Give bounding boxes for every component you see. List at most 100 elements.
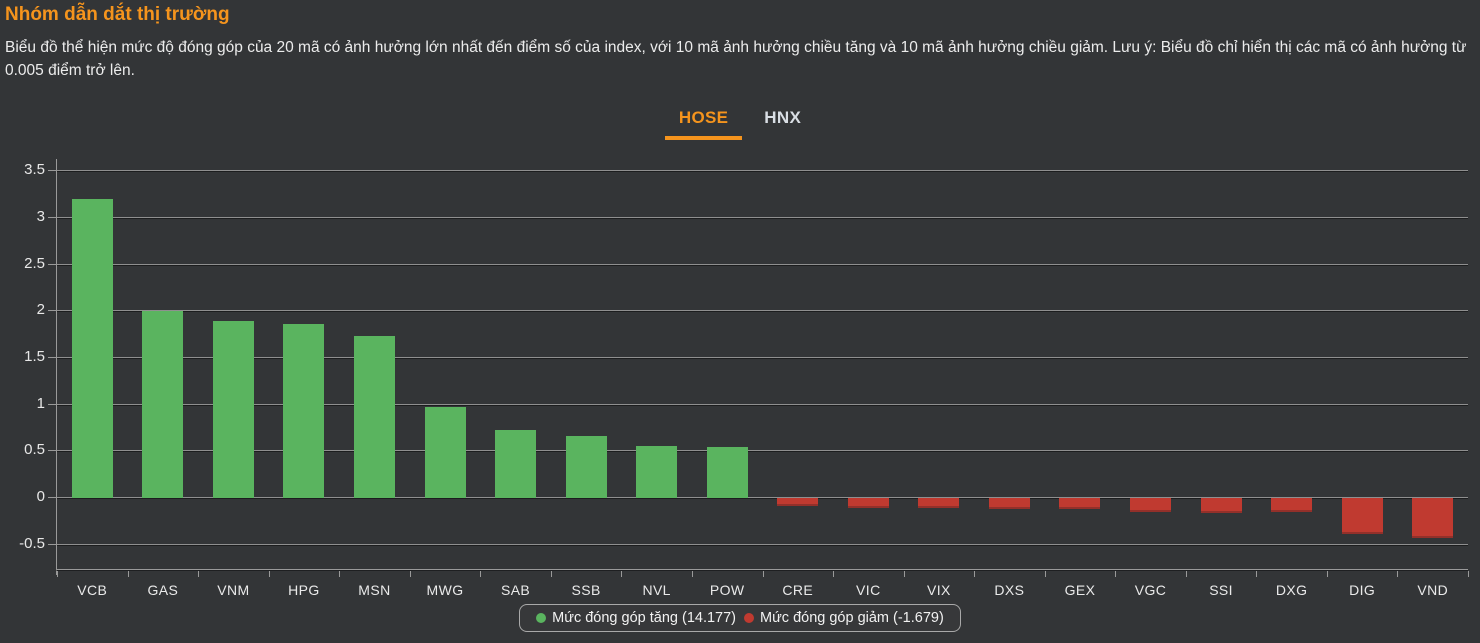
x-axis-tick bbox=[409, 571, 411, 577]
x-label-NVL: NVL bbox=[642, 582, 671, 598]
gridline-2.5 bbox=[57, 263, 1468, 265]
x-label-VNM: VNM bbox=[217, 582, 250, 598]
chart-description: Biểu đồ thể hiện mức độ đóng góp của 20 … bbox=[5, 39, 1467, 80]
red-dot-icon bbox=[744, 613, 754, 623]
y-axis-line bbox=[56, 159, 57, 575]
bar-GEX[interactable] bbox=[1059, 498, 1101, 509]
bar-HPG[interactable] bbox=[283, 324, 325, 498]
legend-box: Mức đóng góp tăng (14.177) Mức đóng góp g… bbox=[519, 604, 961, 632]
tab-hnx[interactable]: HNX bbox=[764, 108, 802, 127]
legend-item-increase: Mức đóng góp tăng (14.177) bbox=[536, 610, 736, 626]
gridline-0.5 bbox=[57, 450, 1468, 452]
bar-SAB[interactable] bbox=[495, 430, 537, 498]
x-label-MSN: MSN bbox=[358, 582, 391, 598]
bar-DXS[interactable] bbox=[988, 498, 1030, 509]
y-axis-label: 2.5 bbox=[24, 254, 45, 272]
x-axis-tick bbox=[479, 571, 481, 577]
x-label-MWG: MWG bbox=[426, 582, 464, 598]
x-label-SAB: SAB bbox=[500, 582, 531, 598]
bar-GAS[interactable] bbox=[142, 311, 184, 498]
x-axis-tick bbox=[56, 571, 58, 577]
x-label-DIG: DIG bbox=[1349, 582, 1376, 598]
x-label-GAS: GAS bbox=[147, 582, 179, 598]
legend-label: Mức đóng góp giảm (-1.679) bbox=[760, 610, 944, 626]
gridline-2 bbox=[57, 310, 1468, 312]
x-label-DXG: DXG bbox=[1275, 582, 1308, 598]
x-axis-tick bbox=[973, 571, 975, 577]
y-axis-tick bbox=[48, 263, 56, 265]
x-axis-tick bbox=[268, 571, 270, 577]
exchange-tabs: HOSE HNX bbox=[0, 103, 1480, 140]
y-axis-tick bbox=[48, 170, 56, 172]
bar-CRE[interactable] bbox=[777, 498, 819, 506]
x-axis-tick bbox=[1467, 571, 1469, 577]
y-axis-tick bbox=[48, 216, 56, 218]
bar-POW[interactable] bbox=[706, 447, 748, 498]
x-axis-tick bbox=[620, 571, 622, 577]
x-label-CRE: CRE bbox=[782, 582, 814, 598]
x-axis-tick bbox=[1255, 571, 1257, 577]
y-axis-tick bbox=[48, 403, 56, 405]
contribution-bar-chart: 3.5 3 2.5 2 1.5 1 0.5 0 -0.5 VCB GAS VNM HPG MSN MWG SA… bbox=[19, 159, 1469, 598]
tab-hose[interactable]: HOSE bbox=[664, 103, 743, 140]
bar-SSI[interactable] bbox=[1200, 498, 1242, 513]
y-axis-label: 0 bbox=[36, 488, 45, 505]
gridline-1 bbox=[57, 403, 1468, 405]
bar-MSN[interactable] bbox=[353, 336, 395, 498]
chart-legend: Mức đóng góp tăng (14.177) Mức đóng góp g… bbox=[0, 604, 1480, 632]
x-label-SSB: SSB bbox=[571, 582, 601, 598]
green-dot-icon bbox=[536, 613, 547, 623]
x-label-POW: POW bbox=[709, 582, 745, 598]
x-label-SSI: SSI bbox=[1209, 582, 1233, 598]
x-axis-tick bbox=[1114, 571, 1116, 577]
bar-MWG[interactable] bbox=[424, 407, 466, 498]
x-axis-tick bbox=[338, 571, 340, 577]
y-axis-label: -0.5 bbox=[19, 534, 45, 552]
gridline-3 bbox=[57, 216, 1468, 218]
x-axis-tick bbox=[903, 571, 905, 577]
x-axis-tick bbox=[127, 571, 129, 577]
legend-item-decrease: Mức đóng góp giảm (-1.679) bbox=[744, 610, 944, 626]
x-label-VCB: VCB bbox=[77, 582, 108, 598]
bar-VCB[interactable] bbox=[71, 199, 113, 498]
bar-VGC[interactable] bbox=[1130, 498, 1172, 512]
x-axis-tick bbox=[1185, 571, 1187, 577]
y-axis-label: 3 bbox=[36, 207, 45, 225]
bar-VIX[interactable] bbox=[918, 498, 960, 508]
y-axis-label: 1.5 bbox=[24, 347, 45, 365]
x-label-DXS: DXS bbox=[994, 582, 1025, 598]
bar-DIG[interactable] bbox=[1341, 498, 1383, 534]
y-axis-label: 1 bbox=[36, 394, 45, 412]
y-axis-tick bbox=[48, 450, 56, 452]
x-axis-tick bbox=[832, 571, 834, 577]
x-axis-tick bbox=[1044, 571, 1046, 577]
x-label-VGC: VGC bbox=[1134, 582, 1167, 598]
x-axis-tick bbox=[197, 571, 199, 577]
x-axis-tick bbox=[1396, 571, 1398, 577]
x-label-VIX: VIX bbox=[926, 582, 951, 598]
x-axis-tick bbox=[691, 571, 693, 577]
bar-NVL[interactable] bbox=[636, 446, 678, 498]
y-axis-tick bbox=[48, 497, 56, 498]
x-axis-tick bbox=[1326, 571, 1328, 577]
y-axis-label: 3.5 bbox=[24, 161, 45, 179]
x-axis-tick bbox=[550, 571, 552, 577]
gridline-3.5 bbox=[57, 170, 1468, 172]
bar-VND[interactable] bbox=[1412, 498, 1454, 538]
x-label-VIC: VIC bbox=[856, 582, 881, 598]
legend-label: Mức đóng góp tăng (14.177) bbox=[552, 610, 736, 626]
gridline-0 bbox=[57, 497, 1468, 498]
bar-VIC[interactable] bbox=[847, 498, 889, 508]
gridline--0.5 bbox=[57, 543, 1468, 545]
x-axis-line bbox=[56, 569, 1468, 570]
page-title: Nhóm dẫn dắt thị trường bbox=[5, 4, 230, 25]
bar-SSB[interactable] bbox=[565, 436, 607, 498]
x-label-VND: VND bbox=[1417, 582, 1449, 598]
x-label-HPG: HPG bbox=[288, 582, 320, 598]
y-axis-tick bbox=[48, 310, 56, 312]
bar-VNM[interactable] bbox=[212, 321, 254, 498]
bar-DXG[interactable] bbox=[1271, 498, 1313, 512]
y-axis-tick bbox=[48, 543, 56, 545]
y-axis-label: 2 bbox=[36, 301, 45, 319]
x-label-GEX: GEX bbox=[1064, 582, 1096, 598]
